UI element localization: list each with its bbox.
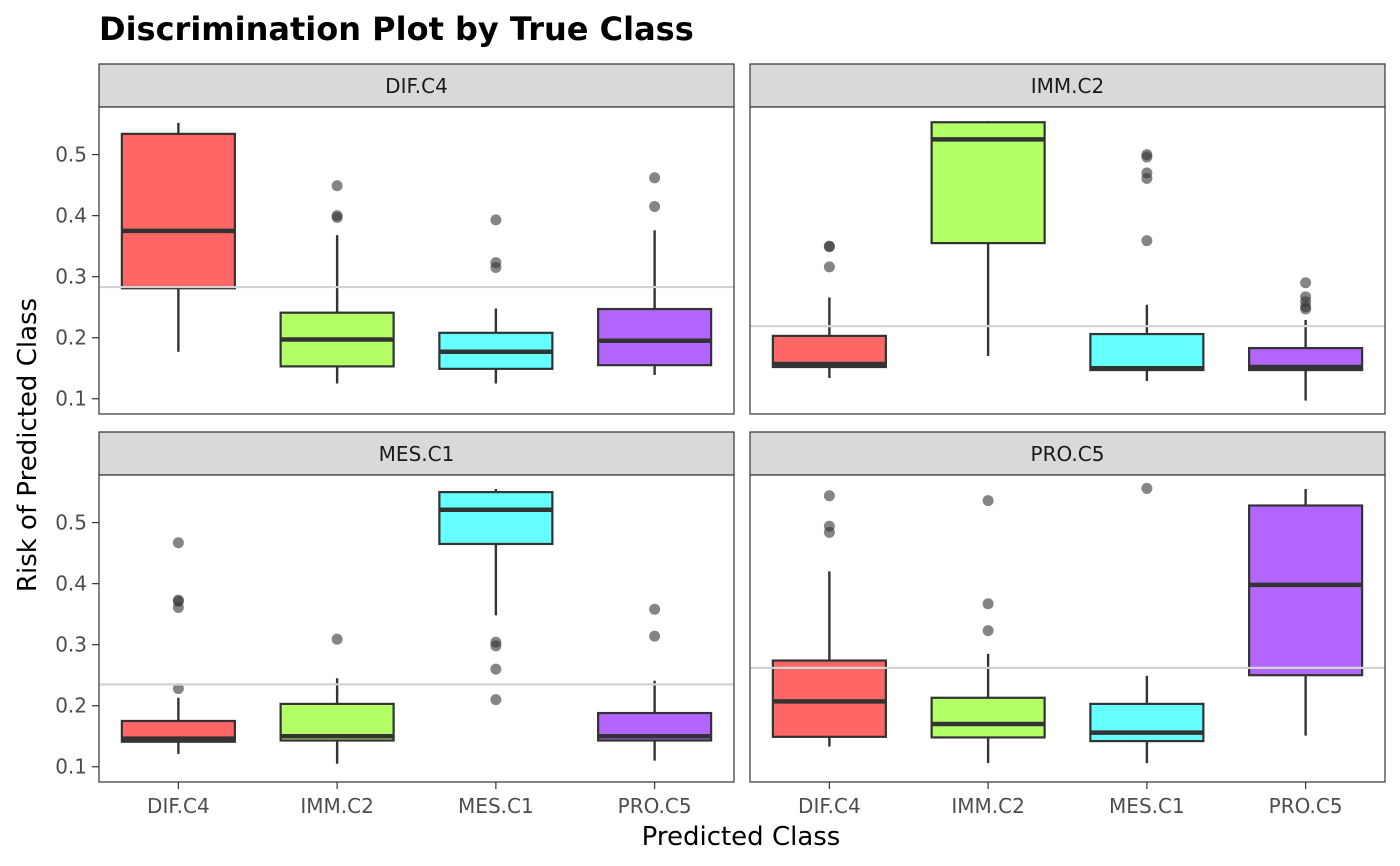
box-iqr bbox=[1089, 702, 1205, 743]
outlier-point bbox=[1300, 277, 1312, 289]
facet-strip-label: MES.C1 bbox=[379, 442, 455, 466]
outlier-point bbox=[649, 630, 661, 642]
outlier-point bbox=[823, 261, 835, 273]
outlier-point bbox=[490, 640, 502, 652]
outlier-point bbox=[172, 601, 184, 613]
facet-panels: DIF.C4 IMM.C2 MES.C1 PRO.C5 bbox=[98, 63, 1386, 783]
x-tick-label: IMM.C2 bbox=[951, 794, 1024, 818]
y-axis-row-2: 0.1 0.2 0.3 0.4 0.5 bbox=[55, 511, 99, 779]
box-pro-c5 bbox=[1248, 277, 1364, 401]
box-mes-c1 bbox=[438, 214, 554, 384]
box-imm-c2 bbox=[930, 121, 1046, 357]
outlier-point bbox=[649, 172, 661, 184]
y-tick-label: 0.1 bbox=[55, 755, 87, 779]
panel-imm-c2: IMM.C2 bbox=[749, 63, 1386, 415]
outlier-point bbox=[1300, 303, 1312, 315]
outlier-point bbox=[982, 495, 994, 507]
x-axis-col-1: DIF.C4 IMM.C2 MES.C1 PRO.C5 bbox=[147, 782, 692, 818]
box-dif-c4 bbox=[771, 490, 887, 747]
facet-strip-label: PRO.C5 bbox=[1031, 442, 1105, 466]
chart-title: Discrimination Plot by True Class bbox=[99, 10, 694, 48]
panel-mes-c1: MES.C1 bbox=[98, 431, 735, 783]
y-axes: 0.1 0.2 0.3 0.4 0.5 0.1 0.2 0.3 0.4 0.5 bbox=[55, 143, 99, 779]
panel-border bbox=[749, 474, 1386, 783]
box-iqr bbox=[1248, 504, 1364, 677]
y-axis-row-1: 0.1 0.2 0.3 0.4 0.5 bbox=[55, 143, 99, 411]
box-pro-c5 bbox=[597, 603, 713, 761]
outlier-point bbox=[490, 663, 502, 675]
facet-strip-label: DIF.C4 bbox=[385, 74, 448, 98]
box-dif-c4 bbox=[771, 240, 887, 378]
y-tick-label: 0.5 bbox=[55, 143, 87, 167]
box-iqr bbox=[120, 132, 236, 290]
x-tick-label: MES.C1 bbox=[458, 794, 534, 818]
box-pro-c5 bbox=[597, 172, 713, 375]
outlier-point bbox=[490, 694, 502, 706]
y-tick-label: 0.1 bbox=[55, 387, 87, 411]
box-imm-c2 bbox=[279, 633, 395, 764]
x-axis-col-2: DIF.C4 IMM.C2 MES.C1 PRO.C5 bbox=[798, 782, 1343, 818]
outlier-point bbox=[823, 490, 835, 502]
box-mes-c1 bbox=[1089, 149, 1205, 382]
panel-border bbox=[98, 106, 735, 415]
x-tick-label: DIF.C4 bbox=[147, 794, 210, 818]
y-tick-label: 0.3 bbox=[55, 633, 87, 657]
outlier-point bbox=[331, 633, 343, 645]
panel-pro-c5: PRO.C5 bbox=[749, 431, 1386, 783]
x-axis-title: Predicted Class bbox=[642, 822, 841, 852]
facet-strip-label: IMM.C2 bbox=[1031, 74, 1104, 98]
y-tick-label: 0.4 bbox=[55, 204, 87, 228]
box-pro-c5 bbox=[1248, 489, 1364, 736]
x-tick-label: DIF.C4 bbox=[798, 794, 861, 818]
box-iqr bbox=[1089, 332, 1205, 372]
x-tick-label: PRO.C5 bbox=[1269, 794, 1343, 818]
box-imm-c2 bbox=[930, 495, 1046, 764]
outlier-point bbox=[823, 526, 835, 538]
outlier-point bbox=[1141, 172, 1153, 184]
box-mes-c1 bbox=[1089, 482, 1205, 764]
outlier-point bbox=[823, 241, 835, 253]
outlier-point bbox=[1141, 235, 1153, 247]
outlier-point bbox=[982, 598, 994, 610]
outlier-point bbox=[490, 214, 502, 226]
panel-border bbox=[749, 106, 1386, 415]
y-axis-title: Risk of Predicted Class bbox=[13, 298, 43, 592]
panel-dif-c4: DIF.C4 bbox=[98, 63, 735, 415]
y-tick-label: 0.2 bbox=[55, 694, 87, 718]
panel-border bbox=[98, 474, 735, 783]
box-dif-c4 bbox=[120, 537, 236, 754]
box-iqr bbox=[597, 307, 713, 367]
outlier-point bbox=[331, 211, 343, 223]
facet-strip bbox=[749, 63, 1386, 108]
x-tick-label: PRO.C5 bbox=[618, 794, 692, 818]
outlier-point bbox=[982, 625, 994, 637]
facet-strip bbox=[98, 63, 735, 108]
outlier-point bbox=[649, 603, 661, 615]
box-iqr bbox=[930, 121, 1046, 245]
y-tick-label: 0.4 bbox=[55, 572, 87, 596]
box-iqr bbox=[438, 490, 554, 546]
outlier-point bbox=[1141, 482, 1153, 494]
y-tick-label: 0.2 bbox=[55, 326, 87, 350]
box-iqr bbox=[771, 659, 887, 738]
box-dif-c4 bbox=[120, 122, 236, 352]
outlier-point bbox=[1141, 151, 1153, 163]
facet-strip bbox=[98, 431, 735, 476]
y-tick-label: 0.5 bbox=[55, 511, 87, 535]
outlier-point bbox=[331, 180, 343, 192]
box-imm-c2 bbox=[279, 180, 395, 384]
outlier-point bbox=[649, 200, 661, 212]
x-tick-label: IMM.C2 bbox=[300, 794, 373, 818]
box-mes-c1 bbox=[438, 489, 554, 706]
outlier-point bbox=[172, 537, 184, 549]
box-iqr bbox=[930, 696, 1046, 739]
outlier-point bbox=[490, 262, 502, 274]
box-iqr bbox=[1248, 346, 1364, 372]
x-axes: DIF.C4 IMM.C2 MES.C1 PRO.C5 DIF.C4 IMM.C2 MES.… bbox=[147, 782, 1343, 818]
y-tick-label: 0.3 bbox=[55, 265, 87, 289]
outlier-point bbox=[172, 683, 184, 695]
x-tick-label: MES.C1 bbox=[1109, 794, 1185, 818]
